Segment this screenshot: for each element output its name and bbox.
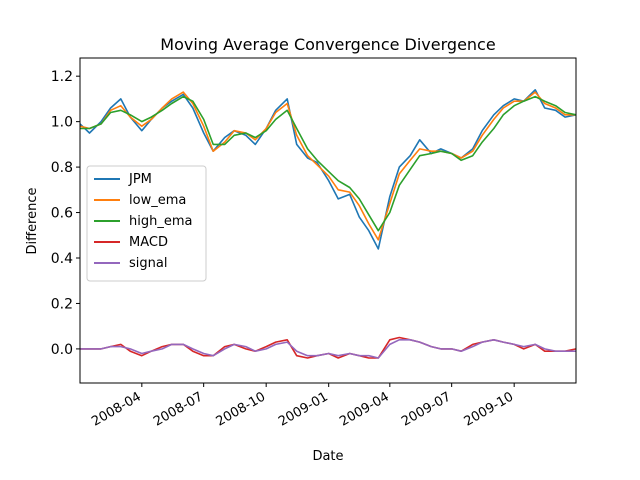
y-tick-label: 0.4 — [51, 251, 73, 267]
y-tick-label: 0.6 — [51, 206, 73, 222]
y-tick-label: 1.0 — [51, 115, 73, 131]
chart-title: Moving Average Convergence Divergence — [160, 35, 495, 54]
legend-label-high-ema: high_ema — [129, 214, 192, 229]
y-tick-label: 0.8 — [51, 160, 73, 176]
plot-frame — [79, 57, 577, 384]
plot-lines — [79, 89, 577, 359]
legend-label-signal: signal — [129, 256, 167, 271]
y-tick-label: 0.0 — [51, 342, 73, 358]
y-axis: 0.0 0.2 0.4 0.6 0.8 1.0 1.2 — [51, 69, 80, 358]
x-axis-label: Date — [312, 449, 343, 464]
legend-label-low-ema: low_ema — [129, 193, 186, 208]
y-tick-label: 0.2 — [51, 296, 73, 312]
y-axis-label: Difference — [25, 187, 40, 254]
legend-label-JPM: JPM — [128, 172, 152, 187]
y-tick-label: 1.2 — [51, 69, 73, 85]
legend: JPM low_ema high_ema MACD signal — [86, 165, 207, 282]
legend-label-MACD: MACD — [129, 235, 168, 250]
series-line-low-ema — [79, 91, 576, 241]
legend-box — [86, 165, 207, 282]
series-line-signal — [80, 338, 576, 359]
series-line-high-ema — [80, 95, 577, 232]
